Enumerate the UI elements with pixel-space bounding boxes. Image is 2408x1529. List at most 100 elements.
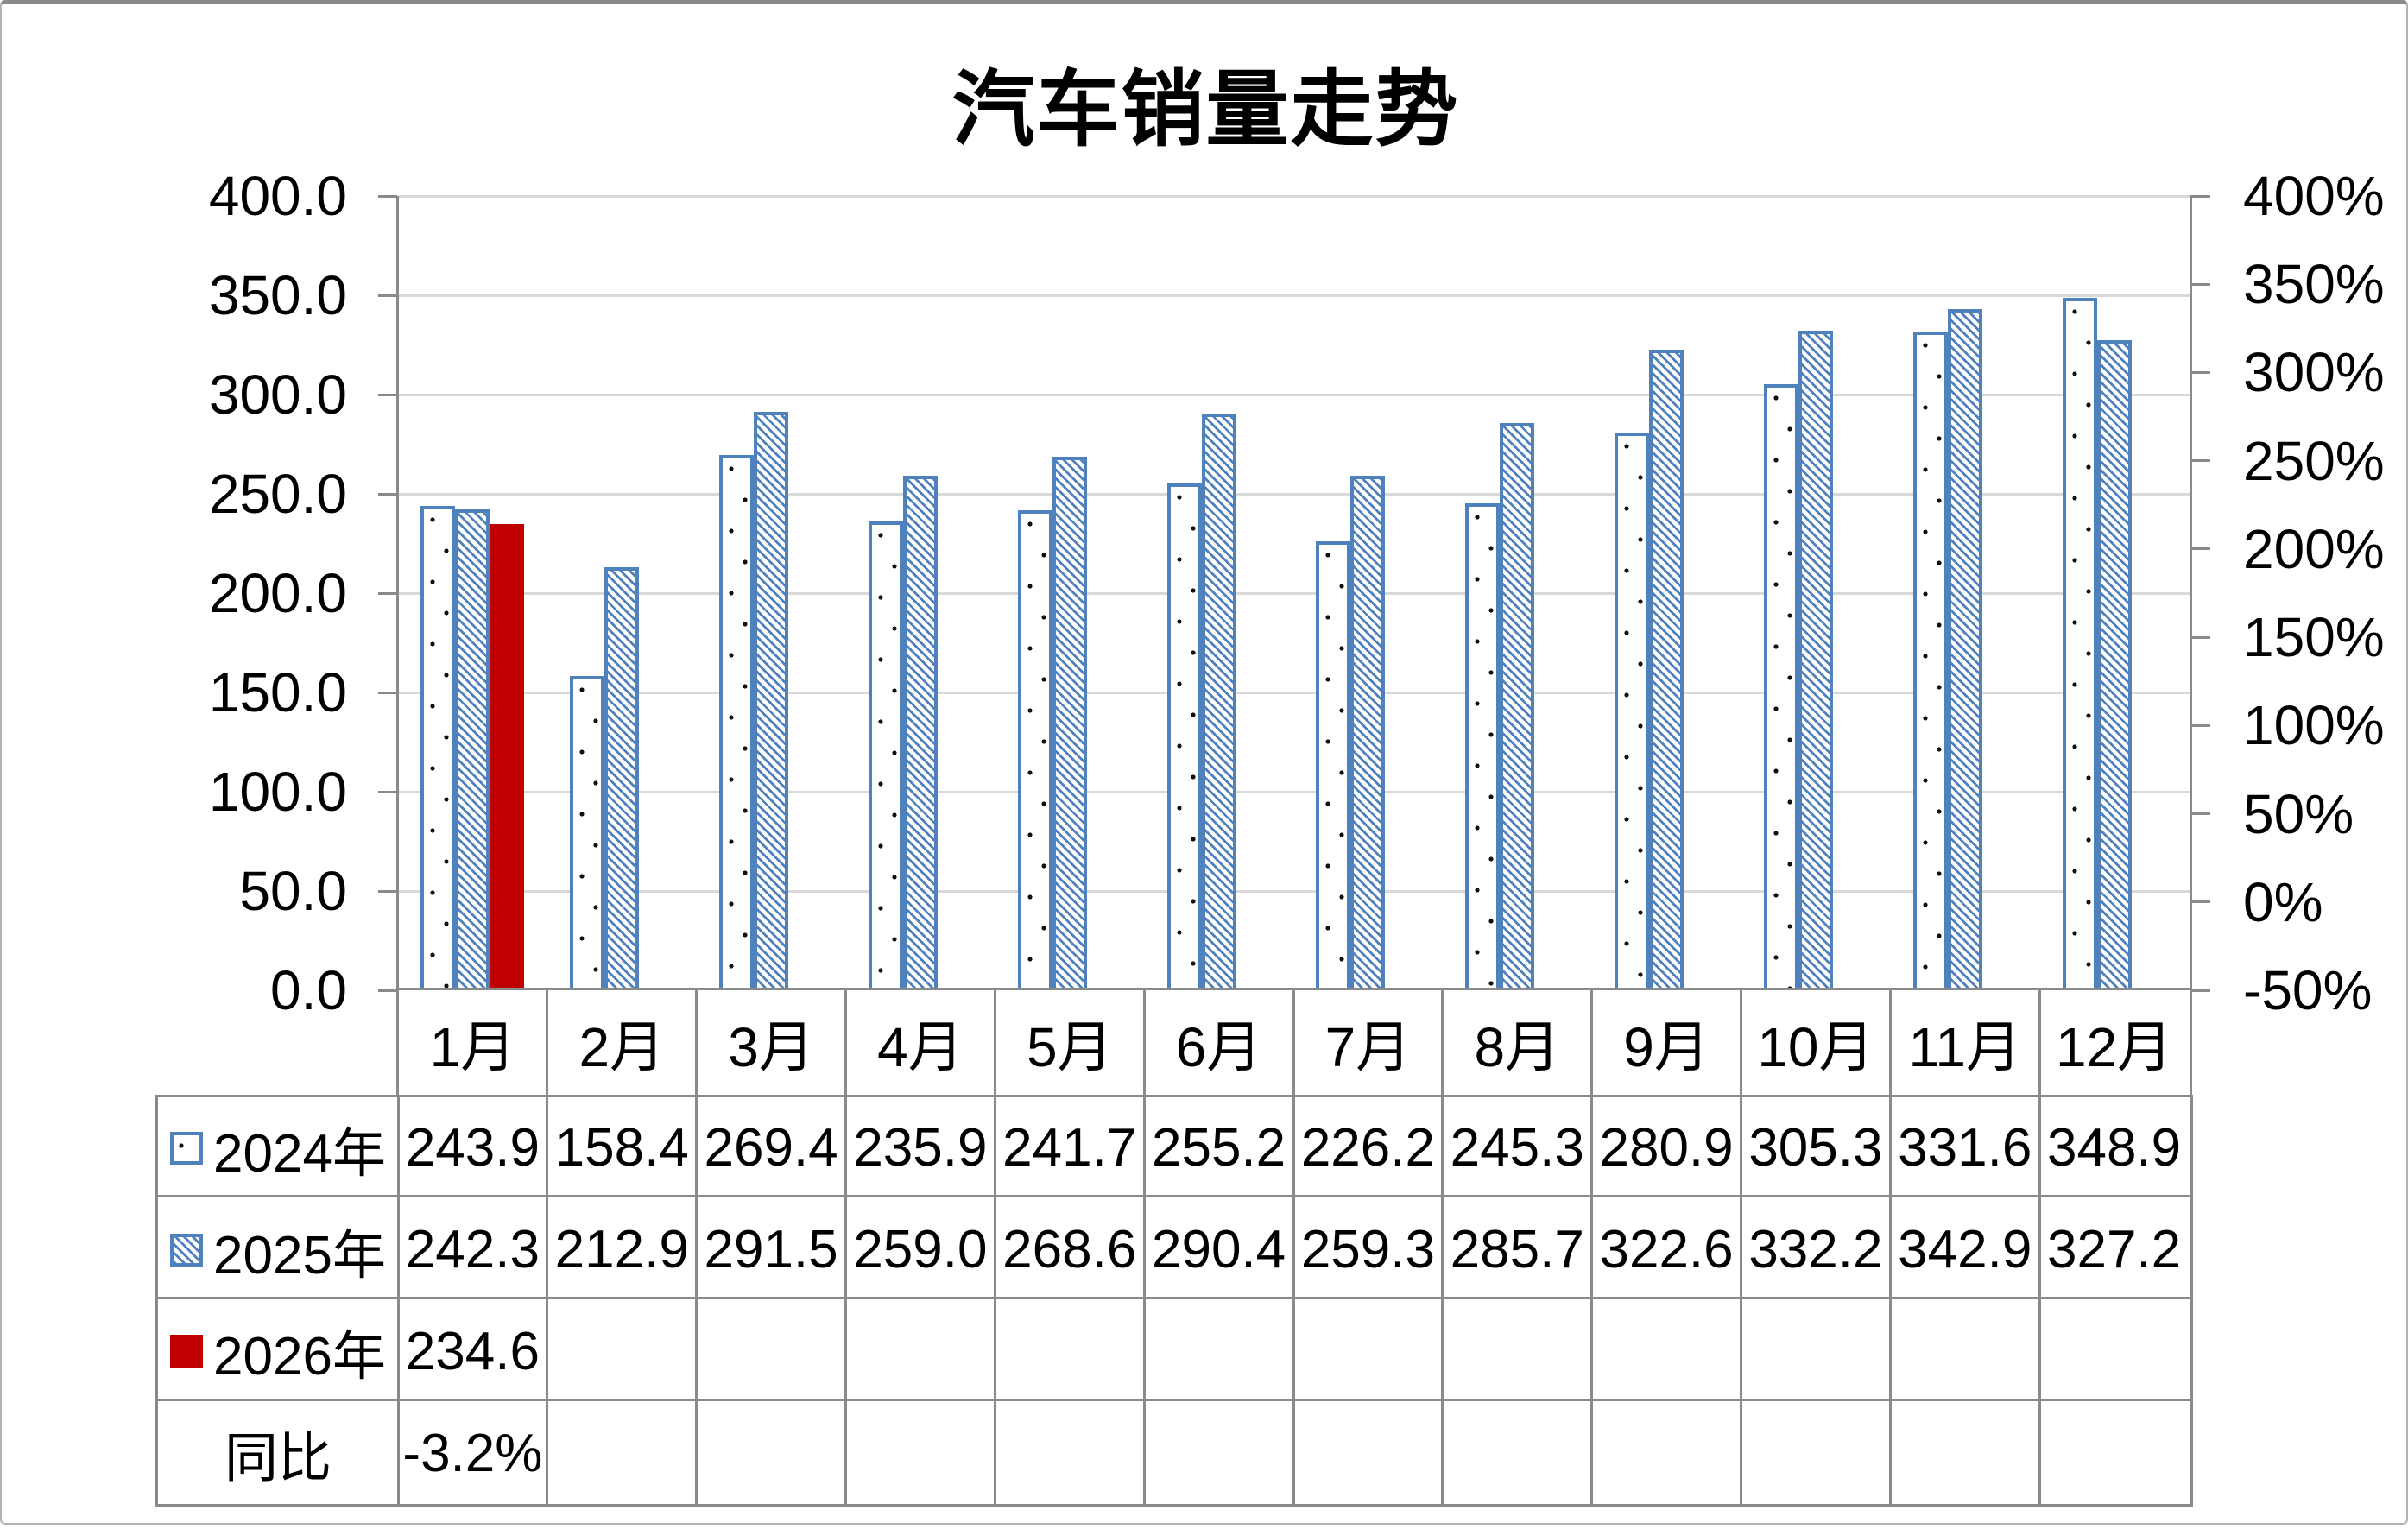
cell-2024年-3月[interactable]: 269.4 [704,1118,838,1178]
bar-2024年-6月[interactable] [1166,483,1202,990]
cell-同比-12月[interactable] [2039,1402,2189,1504]
left-axis-tick-label: 400.0 [208,165,347,227]
cell-2026年-2月[interactable] [547,1301,697,1403]
cell-2025年-12月[interactable]: 327.2 [2046,1220,2182,1280]
cell-2026年-11月[interactable] [1890,1301,2039,1403]
cell-同比-7月[interactable] [1293,1402,1443,1504]
category-divider [844,990,847,1095]
bar-2025年-12月[interactable] [2096,340,2132,990]
cell-2025年-10月[interactable]: 332.2 [1748,1220,1883,1280]
cell-2026年-7月[interactable] [1293,1301,1443,1403]
cell-同比-3月[interactable] [697,1402,846,1504]
bar-2024年-12月[interactable] [2062,297,2097,990]
cell-2025年-7月[interactable]: 259.3 [1300,1220,1435,1280]
cell-2025年-5月[interactable]: 268.6 [1002,1220,1137,1280]
bar-2024年-3月[interactable] [719,455,755,990]
bar-2025年-9月[interactable] [1649,350,1684,990]
cell-2026年-1月[interactable]: 234.6 [405,1321,540,1381]
bar-2025年-6月[interactable] [1201,414,1236,990]
cell-2024年-7月[interactable]: 226.2 [1300,1118,1435,1178]
bar-2024年-10月[interactable] [1763,383,1798,990]
cell-2025年-2月[interactable]: 212.9 [554,1220,689,1280]
right-axis-tick-label: 200% [2243,517,2385,580]
table-row-label-2026年: 2026年 [158,1301,398,1403]
cell-2025年-1月[interactable]: 242.3 [405,1220,540,1280]
cell-2024年-10月[interactable]: 305.3 [1748,1118,1883,1178]
table-column-divider [396,1097,400,1504]
right-axis-tick [2190,989,2210,992]
cell-同比-6月[interactable] [1144,1402,1293,1504]
cell-2024年-5月[interactable]: 241.7 [1002,1118,1137,1178]
legend-key-2026年 [170,1335,204,1368]
x-axis-label-9月: 9月 [1623,1015,1710,1078]
cell-2026年-4月[interactable] [846,1301,995,1403]
bar-2024年-1月[interactable] [420,506,456,990]
bar-2024年-4月[interactable] [868,521,903,990]
cell-2026年-12月[interactable] [2039,1301,2189,1403]
cell-同比-1月[interactable]: -3.2% [402,1423,543,1483]
x-axis-label-8月: 8月 [1474,1015,1561,1078]
bar-2025年-4月[interactable] [902,476,938,990]
cell-2024年-2月[interactable]: 158.4 [554,1118,689,1178]
bar-2025年-1月[interactable] [455,509,490,990]
cell-2025年-4月[interactable]: 259.0 [853,1220,988,1280]
table-column-divider [1590,1097,1594,1504]
bar-2025年-7月[interactable] [1350,475,1386,990]
cell-2026年-3月[interactable] [697,1301,846,1403]
bar-2026年-1月[interactable] [490,524,525,990]
right-axis-tick-label: 100% [2243,694,2385,757]
cell-2024年-12月[interactable]: 348.9 [2046,1118,2182,1178]
cell-2024年-11月[interactable]: 331.6 [1898,1118,2032,1178]
left-axis-tick [378,790,397,793]
table-row-label-同比: 同比 [158,1402,398,1504]
cell-2024年-4月[interactable]: 235.9 [853,1118,988,1178]
cell-同比-4月[interactable] [846,1402,995,1504]
cell-2026年-6月[interactable] [1144,1301,1293,1403]
bar-2024年-2月[interactable] [570,675,605,990]
bar-2024年-7月[interactable] [1316,540,1351,990]
bar-2025年-11月[interactable] [1947,309,1982,990]
gridline [399,393,2190,396]
cell-同比-2月[interactable] [547,1402,697,1504]
cell-同比-8月[interactable] [1443,1402,1592,1504]
cell-2025年-3月[interactable]: 291.5 [704,1220,838,1280]
cell-2024年-1月[interactable]: 243.9 [405,1118,540,1178]
cell-2024年-8月[interactable]: 245.3 [1450,1118,1584,1178]
category-divider [1292,990,1295,1095]
left-axis-tick [378,889,397,893]
cell-2024年-6月[interactable]: 255.2 [1151,1118,1286,1178]
bar-2024年-11月[interactable] [1912,332,1948,990]
x-axis-label-4月: 4月 [877,1015,964,1078]
cell-2026年-5月[interactable] [995,1301,1144,1403]
right-axis-tick [2190,194,2210,198]
bar-2025年-5月[interactable] [1052,457,1087,990]
cell-2025年-9月[interactable]: 322.6 [1599,1220,1734,1280]
cell-2026年-9月[interactable] [1592,1301,1741,1403]
cell-同比-10月[interactable] [1741,1402,1891,1504]
right-axis-tick [2190,635,2210,639]
cell-同比-11月[interactable] [1890,1402,2039,1504]
bar-2025年-10月[interactable] [1798,330,1833,990]
cell-2026年-10月[interactable] [1741,1301,1891,1403]
row-label-text: 2024年 [213,1123,386,1184]
cell-2024年-9月[interactable]: 280.9 [1599,1118,1734,1178]
cell-同比-5月[interactable] [995,1402,1144,1504]
table-column-divider [1292,1097,1295,1504]
x-axis-label-2月: 2月 [578,1015,666,1078]
bar-2025年-2月[interactable] [604,567,640,990]
cell-2025年-6月[interactable]: 290.4 [1151,1220,1286,1280]
bar-2024年-8月[interactable] [1465,502,1501,990]
cell-2026年-8月[interactable] [1443,1301,1592,1403]
x-axis-label-11月: 11月 [1908,1015,2021,1078]
left-axis-line [396,196,399,990]
bar-2025年-3月[interactable] [754,411,789,990]
bar-2025年-8月[interactable] [1500,422,1535,990]
category-divider [1888,990,1892,1095]
cell-同比-9月[interactable] [1592,1402,1741,1504]
bar-2024年-5月[interactable] [1017,510,1052,990]
table-column-divider [1888,1097,1892,1504]
cell-2025年-8月[interactable]: 285.7 [1450,1220,1584,1280]
bar-2024年-9月[interactable] [1615,432,1650,990]
cell-2025年-11月[interactable]: 342.9 [1898,1220,2032,1280]
